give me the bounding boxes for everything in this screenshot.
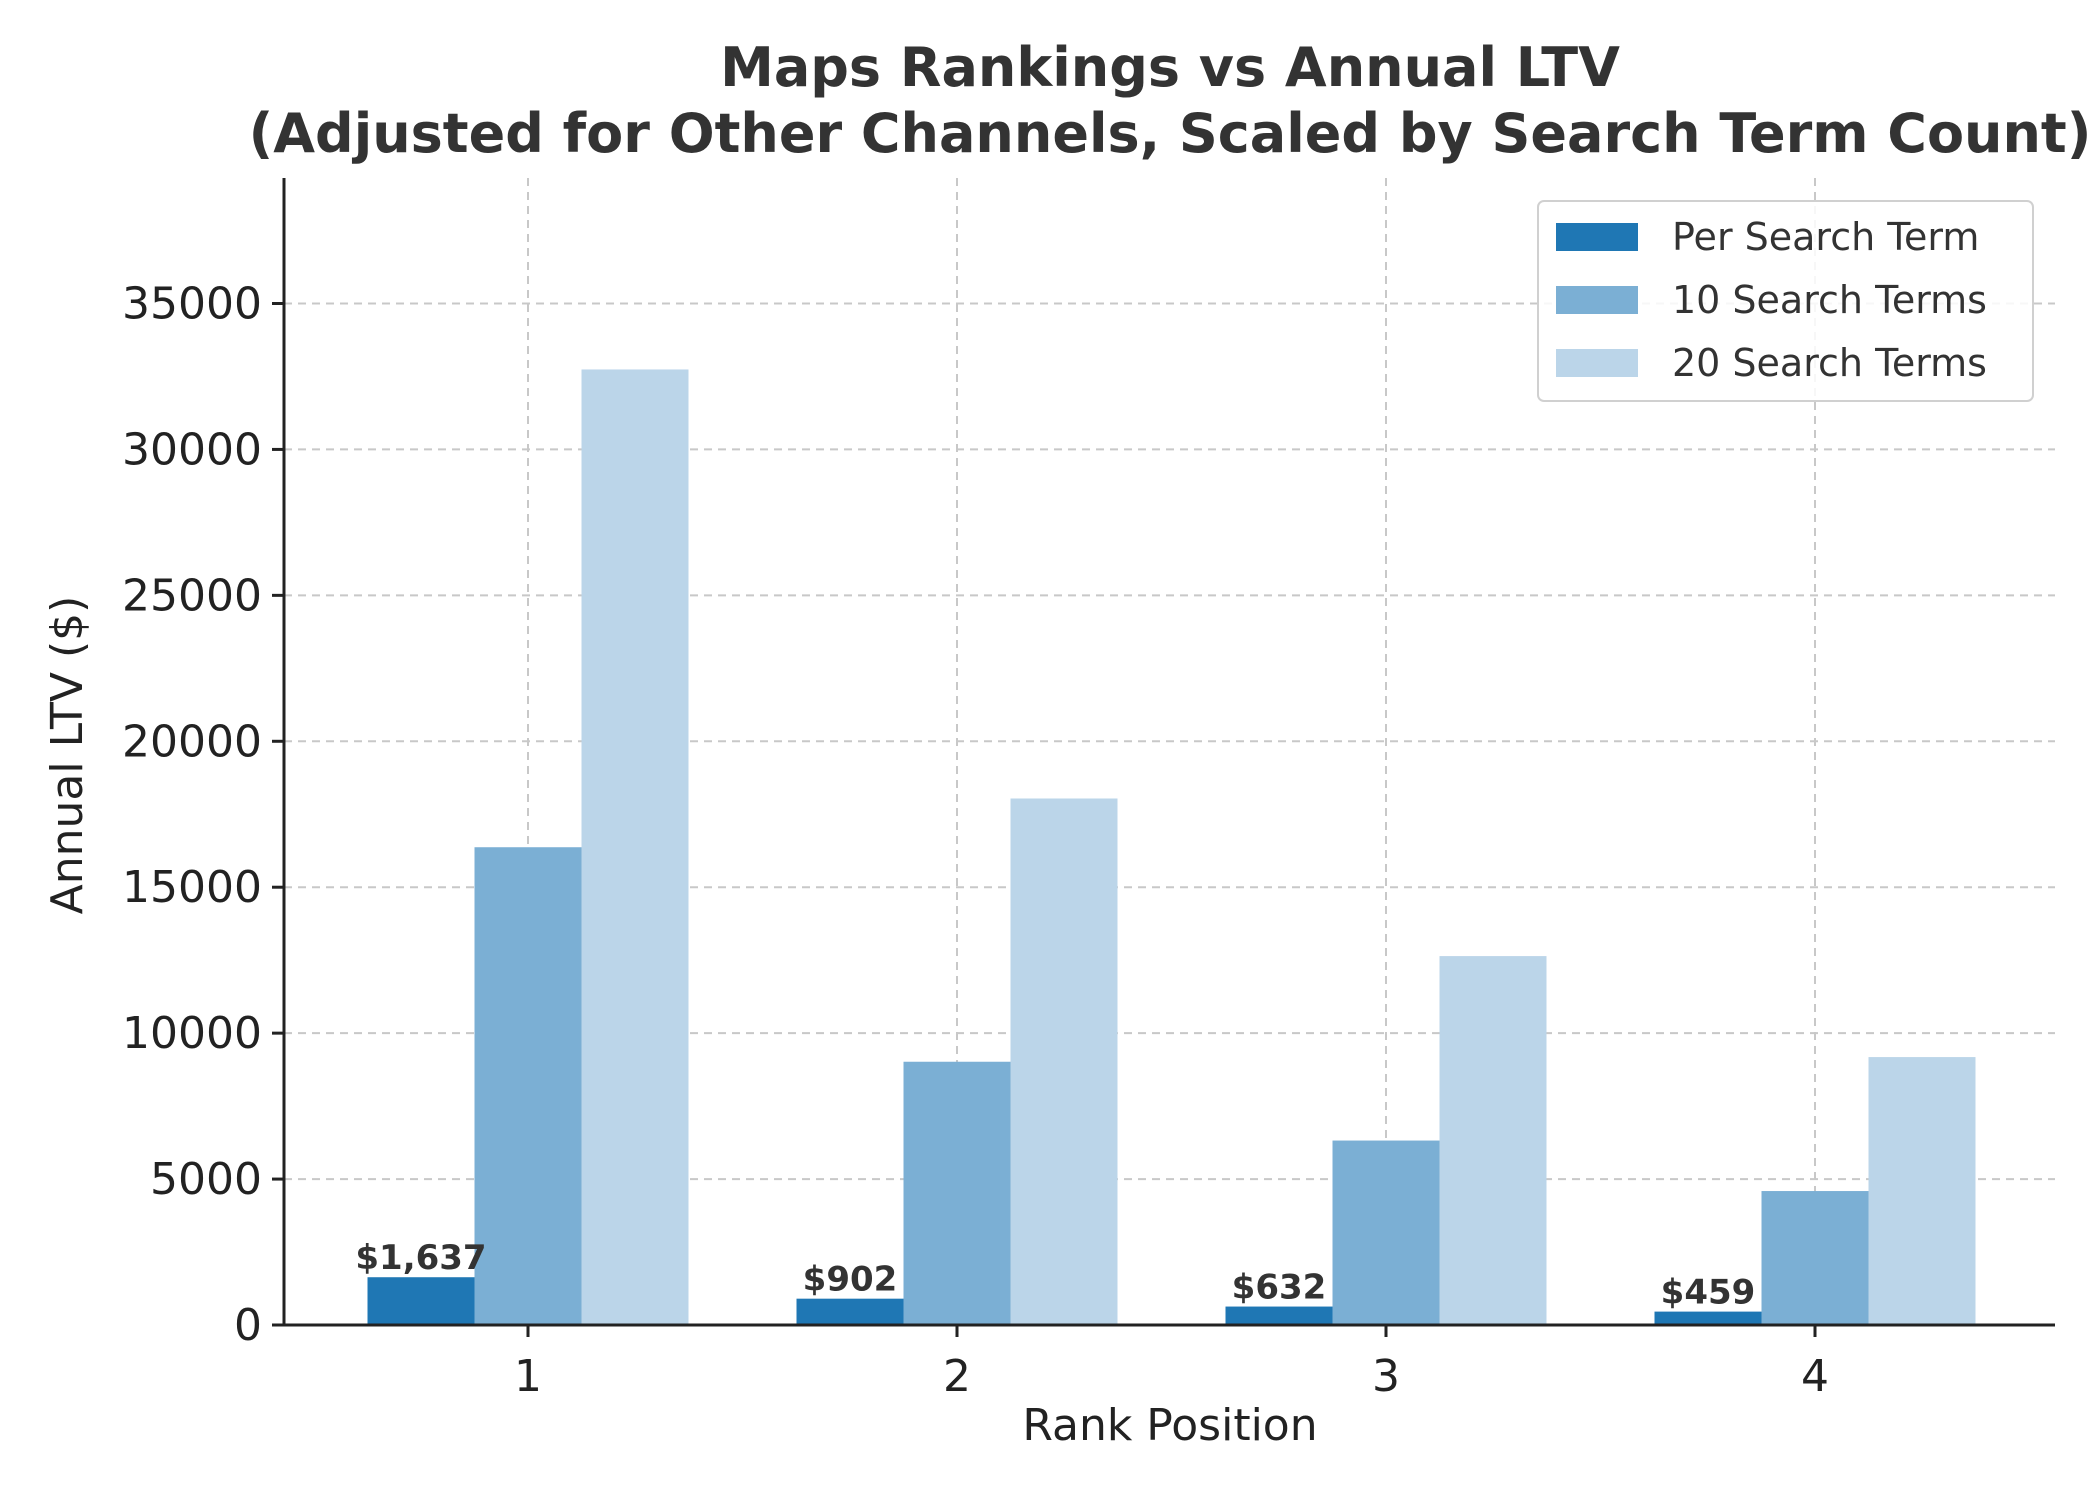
- tick-labels: 0 5000 10000 15000 20000 25000 30000 35000 1 2 3 4: [122, 278, 1829, 1402]
- y-tick-label: 20000: [122, 716, 262, 767]
- y-tick-label: 0: [234, 1300, 262, 1351]
- bar: [1010, 798, 1118, 1325]
- bar: [903, 1061, 1011, 1325]
- bar: [1654, 1311, 1762, 1325]
- chart-subtitle: (Adjusted for Other Channels, Scaled by …: [249, 102, 2092, 165]
- y-tick-label: 5000: [150, 1154, 262, 1205]
- legend-label: 10 Search Terms: [1672, 278, 1987, 322]
- y-tick-label: 10000: [122, 1008, 262, 1059]
- data-label: $902: [803, 1260, 898, 1300]
- data-label: $1,637: [355, 1238, 486, 1278]
- data-labels: $1,637 $902 $632 $459: [355, 1238, 1755, 1312]
- bar: [796, 1298, 904, 1325]
- data-label: $632: [1232, 1268, 1327, 1308]
- y-tick-label: 35000: [122, 278, 262, 329]
- bar: [581, 369, 689, 1326]
- y-tick-label: 30000: [122, 424, 262, 475]
- legend-label: Per Search Term: [1672, 215, 1979, 259]
- legend-box: [1537, 200, 2034, 402]
- x-tick-label: 3: [1372, 1351, 1400, 1402]
- x-tick-label: 4: [1801, 1351, 1829, 1402]
- chart-title: Maps Rankings vs Annual LTV: [720, 36, 1620, 99]
- x-axis-label: Rank Position: [1022, 1400, 1317, 1451]
- data-label: $459: [1661, 1273, 1756, 1313]
- bars: [367, 369, 1976, 1326]
- bar: [1868, 1057, 1976, 1325]
- bar: [367, 1277, 475, 1325]
- legend-swatch: [1556, 223, 1638, 251]
- bar: [1439, 956, 1547, 1325]
- bar: [474, 847, 582, 1325]
- y-tick-label: 15000: [122, 862, 262, 913]
- bar: [1332, 1140, 1440, 1325]
- x-tick-label: 1: [514, 1351, 542, 1402]
- bar: [1761, 1191, 1869, 1325]
- bar: [1225, 1306, 1333, 1325]
- x-tick-label: 2: [943, 1351, 971, 1402]
- legend-swatch: [1556, 349, 1638, 377]
- y-tick-label: 25000: [122, 570, 262, 621]
- legend-swatch: [1556, 286, 1638, 314]
- legend-label: 20 Search Terms: [1672, 341, 1987, 385]
- axes: [272, 178, 2055, 1337]
- legend: Per Search Term 10 Search Terms 20 Search …: [1537, 200, 2034, 402]
- y-axis-label: Annual LTV ($): [42, 596, 93, 915]
